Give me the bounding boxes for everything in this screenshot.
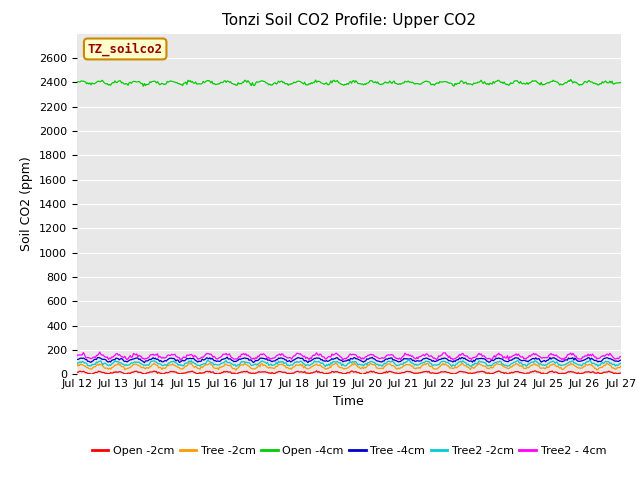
X-axis label: Time: Time (333, 395, 364, 408)
Tree2 -2cm (406, 357, 413, 363)
Open -2cm (617, 370, 625, 376)
Line: Open -4cm: Open -4cm (77, 80, 621, 86)
Tree -2cm (241, 360, 248, 366)
Line: Tree2 - 4cm: Tree2 - 4cm (77, 352, 621, 360)
Tree -2cm (617, 363, 625, 369)
Tree2 -2cm (448, 364, 456, 370)
Tree -2cm (369, 361, 377, 367)
Tree -4cm (521, 358, 529, 363)
Tree2 -2cm (367, 359, 375, 364)
Tree2 - 4cm (73, 353, 81, 359)
Open -4cm (73, 79, 81, 85)
Tree -4cm (73, 357, 81, 362)
Tree -4cm (223, 354, 231, 360)
Tree -4cm (617, 357, 625, 363)
Tree2 -2cm (606, 360, 614, 366)
Tree -2cm (606, 362, 614, 368)
Open -2cm (336, 370, 344, 375)
Tree2 - 4cm (369, 352, 377, 358)
Open -4cm (369, 78, 376, 84)
Open -4cm (606, 78, 614, 84)
Tree2 -2cm (332, 359, 339, 365)
Tree -4cm (606, 356, 614, 361)
Tree -2cm (232, 367, 240, 373)
Line: Tree -4cm: Tree -4cm (77, 357, 621, 363)
Open -4cm (567, 77, 575, 83)
Tree2 - 4cm (617, 354, 625, 360)
Open -4cm (617, 80, 625, 85)
Tree -4cm (141, 360, 148, 366)
Tree2 - 4cm (96, 349, 104, 355)
Tree2 -2cm (617, 360, 625, 366)
Open -4cm (520, 80, 527, 86)
Tree2 -2cm (521, 361, 529, 367)
Tree2 - 4cm (399, 354, 406, 360)
Tree2 - 4cm (333, 351, 341, 357)
Tree -4cm (337, 358, 344, 363)
Tree -2cm (399, 364, 406, 370)
Tree -2cm (337, 365, 344, 371)
Open -4cm (332, 78, 340, 84)
Tree2 -2cm (397, 361, 404, 367)
Tree -4cm (333, 355, 341, 360)
Open -4cm (336, 80, 344, 86)
Tree2 - 4cm (606, 350, 614, 356)
Tree2 -2cm (335, 360, 342, 365)
Open -4cm (398, 81, 406, 86)
Tree2 - 4cm (337, 354, 344, 360)
Line: Tree -2cm: Tree -2cm (77, 363, 621, 370)
Line: Open -2cm: Open -2cm (77, 371, 621, 375)
Open -2cm (332, 369, 340, 375)
Y-axis label: Soil CO2 (ppm): Soil CO2 (ppm) (20, 156, 33, 252)
Open -4cm (140, 84, 147, 89)
Tree -4cm (399, 357, 406, 363)
Open -2cm (521, 371, 529, 377)
Open -2cm (606, 369, 614, 374)
Tree -4cm (369, 356, 377, 361)
Tree2 -2cm (73, 361, 81, 367)
Text: TZ_soilco2: TZ_soilco2 (88, 42, 163, 56)
Open -2cm (358, 372, 366, 378)
Open -2cm (73, 370, 81, 375)
Tree2 - 4cm (521, 355, 529, 361)
Tree2 - 4cm (177, 357, 184, 363)
Tree -2cm (333, 361, 341, 367)
Line: Tree2 -2cm: Tree2 -2cm (77, 360, 621, 367)
Legend: Open -2cm, Tree -2cm, Open -4cm, Tree -4cm, Tree2 -2cm, Tree2 - 4cm: Open -2cm, Tree -2cm, Open -4cm, Tree -4… (87, 441, 611, 460)
Tree -2cm (73, 363, 81, 369)
Open -2cm (313, 368, 321, 373)
Open -2cm (399, 370, 406, 375)
Title: Tonzi Soil CO2 Profile: Upper CO2: Tonzi Soil CO2 Profile: Upper CO2 (222, 13, 476, 28)
Tree -2cm (521, 366, 529, 372)
Open -2cm (369, 369, 377, 374)
